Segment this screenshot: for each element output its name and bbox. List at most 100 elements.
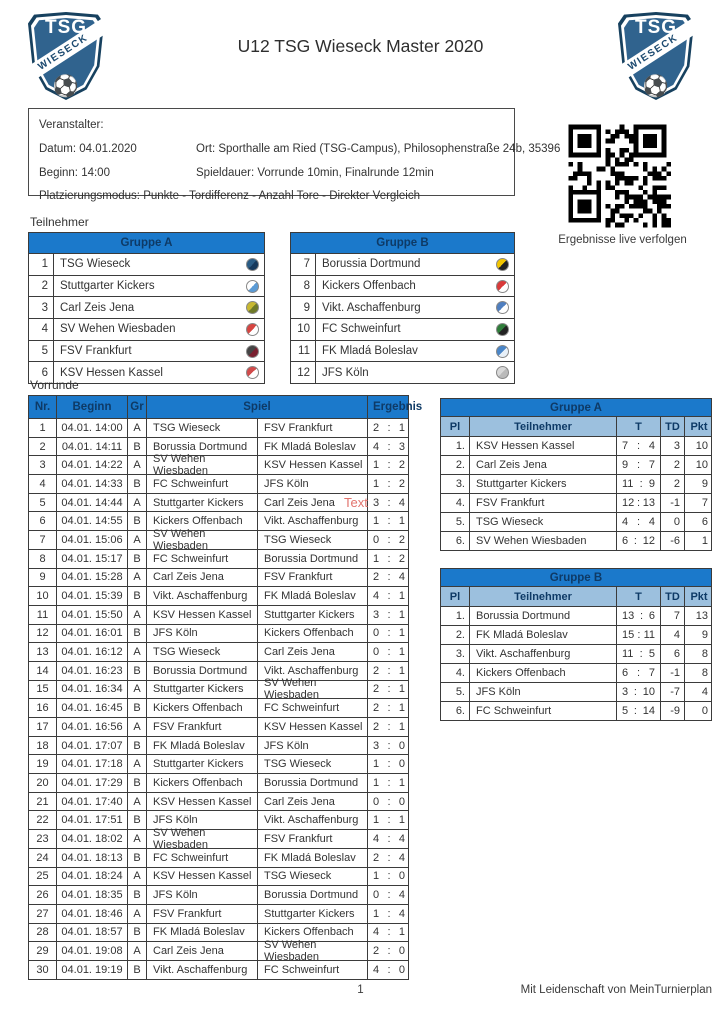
match-number: 23 [36, 832, 49, 845]
col-nr: Nr. [34, 401, 51, 413]
match-number: 17 [36, 720, 49, 733]
rank: 6. [455, 705, 465, 717]
standings-row: 6. SV Wehen Wiesbaden 6:12 -6 1 [441, 531, 711, 550]
home-team: JFS Köln [146, 624, 257, 643]
group-b-table: Gruppe B 7 Borussia Dortmund 8 Kickers Offe… [290, 232, 515, 385]
match-number: 7 [39, 533, 46, 546]
match-score: 1:2 [367, 456, 410, 475]
team-number: 9 [303, 301, 310, 314]
home-team: SV Wehen Wiesbaden [146, 453, 257, 477]
spieldauer-value: Spieldauer: Vorrunde 10min, Finalrunde 1… [196, 167, 434, 179]
home-team: KSV Hessen Kassel [146, 867, 257, 886]
club-logo-icon [488, 319, 514, 340]
match-group: A [127, 605, 146, 624]
away-team: FC Schweinfurt [257, 960, 367, 979]
goals: 6:7 [616, 664, 660, 682]
match-row: 8 04.01. 15:17 B FC Schweinfurt Borussia Dor… [29, 548, 408, 568]
match-number: 25 [36, 870, 49, 883]
home-team: Vikt. Aschaffenburg [146, 587, 257, 605]
team-row: 11 FK Mladá Boleslav [291, 339, 514, 362]
goals: 13:6 [616, 607, 660, 625]
match-score: 4:0 [367, 960, 410, 979]
team-name: SV Wehen Wiesbaden [469, 532, 616, 550]
match-score: 2:0 [367, 942, 410, 960]
footer-credit: Mit Leidenschaft von MeinTurnierplan [520, 984, 712, 996]
logo-text-tsg: TSG [634, 17, 678, 38]
team-name: FC Schweinfurt [469, 702, 616, 720]
points: 8 [684, 664, 713, 682]
match-time: 04.01. 15:17 [56, 549, 127, 568]
match-group: A [127, 643, 146, 661]
away-team: Borussia Dortmund [257, 886, 367, 904]
team-row: 3 Carl Zeis Jena [29, 296, 264, 319]
goals: 3:10 [616, 683, 660, 701]
match-score: 4:4 [367, 830, 410, 848]
home-team: Kickers Offenbach [146, 699, 257, 717]
match-row: 26 04.01. 18:35 B JFS Köln Borussia Dortmund… [29, 885, 408, 904]
match-score: 1:4 [367, 904, 410, 923]
col-pl: Pl [449, 420, 461, 433]
team-name: FK Mladá Boleslav [469, 626, 616, 644]
away-team: TSG Wieseck [257, 755, 367, 774]
away-team: Carl Zeis Jena [257, 493, 367, 512]
home-team: TSG Wieseck [146, 419, 257, 437]
club-logo-icon [238, 276, 264, 297]
rank: 5. [455, 686, 465, 698]
home-team: FK Mladá Boleslav [146, 736, 257, 755]
away-team: JFS Köln [257, 475, 367, 493]
away-team: FK Mladá Boleslav [257, 437, 367, 456]
team-number: 6 [41, 366, 48, 379]
match-row: 22 04.01. 17:51 B JFS Köln Vikt. Aschaffenbu… [29, 810, 408, 830]
match-score: 4:1 [367, 587, 410, 605]
team-name: JFS Köln [469, 683, 616, 701]
team-name: SV Wehen Wiesbaden [53, 319, 238, 340]
standings-group-b: Gruppe B Pl Teilnehmer T TD Pkt 1. Borussia Dor… [440, 568, 712, 721]
club-logo-icon [488, 362, 514, 383]
away-team: Stuttgarter Kickers [257, 904, 367, 923]
match-group: A [127, 792, 146, 811]
goals: 4:4 [616, 513, 660, 531]
club-logo-icon [488, 254, 514, 275]
match-group: A [127, 942, 146, 960]
match-time: 04.01. 16:23 [56, 661, 127, 680]
team-row: 10 FC Schweinfurt [291, 318, 514, 340]
match-group: B [127, 587, 146, 605]
match-group: B [127, 437, 146, 456]
home-team: FSV Frankfurt [146, 718, 257, 736]
match-number: 26 [36, 889, 49, 902]
standings-row: 5. TSG Wieseck 4:4 0 6 [441, 512, 711, 531]
match-time: 04.01. 17:40 [56, 792, 127, 811]
match-time: 04.01. 14:00 [56, 419, 127, 437]
col-pkt: Pkt [684, 417, 713, 436]
team-row: 2 Stuttgarter Kickers [29, 274, 264, 297]
match-group: B [127, 848, 146, 867]
match-number: 8 [39, 552, 46, 565]
match-score: 1:0 [367, 755, 410, 774]
col-gr: Gr [127, 396, 146, 418]
away-team: Vikt. Aschaffenburg [257, 512, 367, 531]
match-row: 27 04.01. 18:46 A FSV Frankfurt Stuttgarter … [29, 903, 410, 923]
match-time: 04.01. 18:24 [56, 867, 127, 886]
match-group: B [127, 661, 146, 680]
standings-row: 5. JFS Köln 3:10 -7 4 [441, 682, 711, 701]
away-team: FK Mladá Boleslav [257, 848, 367, 867]
tsg-wieseck-logo-left: TSG WIESECK ⚽ [14, 12, 112, 100]
away-team: KSV Hessen Kassel [257, 456, 367, 475]
team-name: Carl Zeis Jena [53, 297, 238, 319]
match-time: 04.01. 16:45 [56, 699, 127, 717]
match-group: A [127, 419, 146, 437]
col-pl: Pl [449, 590, 461, 603]
away-team: TSG Wieseck [257, 531, 367, 549]
group-a-table: Gruppe A 1 TSG Wieseck 2 Stuttgarter Kicker… [28, 232, 265, 385]
club-logo-icon [488, 276, 514, 297]
match-time: 04.01. 19:08 [56, 942, 127, 960]
match-group: A [127, 718, 146, 736]
match-number: 15 [36, 683, 49, 696]
match-group: B [127, 811, 146, 830]
away-team: Carl Zeis Jena [257, 792, 367, 811]
match-score: 2:4 [367, 568, 410, 587]
match-row: 24 04.01. 18:13 B FC Schweinfurt FK Mladá Bo… [29, 847, 408, 867]
points: 7 [684, 494, 713, 512]
team-number: 10 [297, 323, 310, 336]
team-name: Vikt. Aschaffenburg [315, 297, 488, 319]
